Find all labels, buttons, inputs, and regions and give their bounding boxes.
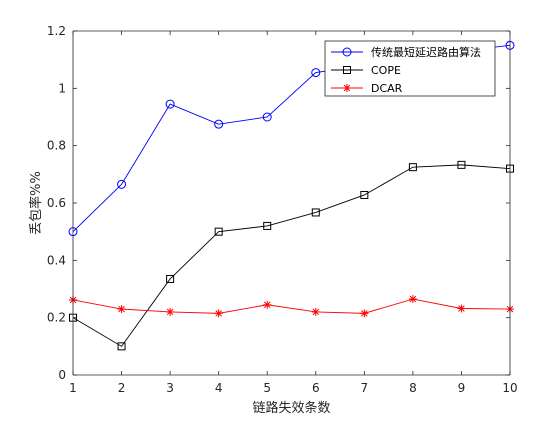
data-point (408, 163, 417, 172)
data-point (117, 179, 127, 189)
data-point (311, 307, 320, 316)
data-point (214, 309, 223, 318)
data-point (117, 342, 126, 351)
data-point (166, 307, 175, 316)
data-point (311, 208, 320, 217)
legend-label: COPE (371, 64, 401, 77)
asterisk-stroke (361, 310, 368, 317)
asterisk-stroke (343, 84, 351, 92)
legend-marker (342, 47, 352, 57)
x-tick-label: 8 (409, 381, 417, 395)
asterisk-stroke (118, 305, 125, 313)
data-point (457, 160, 466, 169)
x-tick-label: 4 (215, 381, 223, 395)
legend-marker (343, 66, 351, 74)
data-point (117, 305, 126, 314)
data-point (214, 227, 223, 236)
y-tick-label: 0.2 (47, 311, 66, 325)
legend-entry: COPE (331, 64, 401, 77)
data-point (311, 68, 321, 78)
y-tick-label: 0 (58, 368, 66, 382)
data-point (165, 99, 175, 109)
asterisk-stroke (458, 305, 465, 312)
series-line (72, 298, 511, 314)
x-tick-label: 10 (502, 381, 517, 395)
data-point (263, 221, 272, 230)
data-point (262, 112, 272, 122)
y-tick-label: 0.8 (47, 139, 66, 153)
series-2 (69, 160, 514, 351)
data-point (360, 309, 369, 318)
x-tick-label: 7 (361, 381, 369, 395)
legend-label: 传统最短延迟路由算法 (371, 45, 481, 59)
data-point (360, 190, 369, 199)
x-tick-label: 1 (69, 381, 77, 395)
y-tick-label: 1.2 (47, 24, 66, 38)
legend-entry: 传统最短延迟路由算法 (331, 45, 481, 59)
data-point (214, 119, 224, 129)
x-tick-label: 6 (312, 381, 320, 395)
legend-box (324, 40, 496, 97)
x-tick-label: 3 (166, 381, 174, 395)
y-tick-label: 0.6 (47, 196, 66, 210)
legend-marker (343, 84, 351, 92)
y-tick-label: 1 (58, 81, 66, 95)
asterisk-stroke (166, 308, 174, 316)
data-point (457, 304, 466, 313)
asterisk-stroke (312, 308, 320, 316)
x-tick-label: 5 (263, 381, 271, 395)
legend-label: DCAR (371, 82, 403, 95)
data-point (263, 300, 272, 309)
x-tick-label: 2 (118, 381, 126, 395)
series-line (72, 164, 511, 347)
asterisk-stroke (409, 295, 417, 303)
y-tick-label: 0.4 (47, 253, 66, 267)
data-point (166, 274, 175, 283)
asterisk-stroke (215, 310, 222, 317)
x-tick-label: 9 (458, 381, 466, 395)
y-axis-label: 丢包率%% (28, 171, 44, 235)
asterisk-stroke (263, 301, 271, 309)
legend-entry: DCAR (331, 82, 403, 95)
x-axis-label: 链路失效条数 (252, 400, 330, 416)
data-point (408, 295, 417, 304)
